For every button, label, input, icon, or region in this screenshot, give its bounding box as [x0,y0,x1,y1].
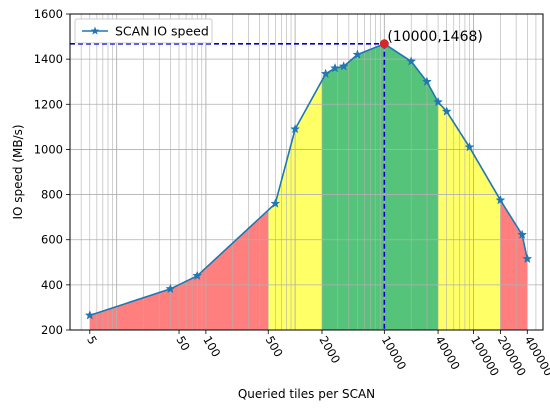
x-tick-label: 10000 [379,334,409,373]
y-tick-label: 1600 [34,7,63,21]
y-tick-label: 1400 [34,52,63,66]
data-point-star [421,76,432,86]
data-point-star [517,229,528,239]
y-tick-label: 400 [41,278,63,292]
data-point-star [522,253,533,264]
data-point-star [352,49,363,59]
annotation-label: (10000,1468) [387,29,483,45]
y-axis-label: IO speed (MB/s) [11,124,25,219]
x-tick-label: 500 [263,334,286,360]
annotation-layer: (10000,1468) [70,29,483,330]
x-axis-ticks: 5 50 100 500 2000 10000 40000 10000020000040000… [84,330,550,379]
plot-frame [69,13,544,331]
y-tick-label: 600 [41,233,63,247]
data-point-star [270,198,281,208]
data-point-star [320,68,331,79]
data-point-star [330,62,340,73]
y-tick-label: 1000 [34,142,63,156]
x-tick-label: 100 [200,334,223,360]
data-point-star [165,283,176,294]
x-tick-label: 40000 [432,334,462,373]
legend-star-marker [90,26,100,35]
data-point-star [433,96,444,107]
fill-region-1 [89,210,269,330]
y-tick-label: 200 [41,323,63,337]
data-point-star [495,194,506,205]
y-axis-ticks: 200 400 600 800 1000 1200 1400 1600 [34,7,70,337]
series-line [89,42,529,317]
x-axis-label: Queried tiles per SCAN [238,387,375,401]
data-point-star [290,123,301,134]
data-point-star [192,270,203,281]
x-tick-label: 5 [84,334,100,347]
data-point-star [338,61,349,71]
series-layer [84,38,533,320]
annotation-point [379,39,389,49]
legend-label: SCAN IO speed [115,24,209,39]
legend-box [74,18,213,44]
fill-regions [89,43,528,331]
y-tick-label: 1200 [34,97,63,111]
data-point-star [84,310,95,320]
fill-region-5 [500,200,528,330]
data-point-star [464,141,475,152]
x-tick-label: 50 [173,334,192,354]
y-tick-label: 800 [41,188,63,202]
data-point-star [406,56,417,66]
legend: SCAN IO speed [74,18,213,44]
x-tick-label: 2000 [316,334,343,366]
data-point-star [441,106,452,116]
